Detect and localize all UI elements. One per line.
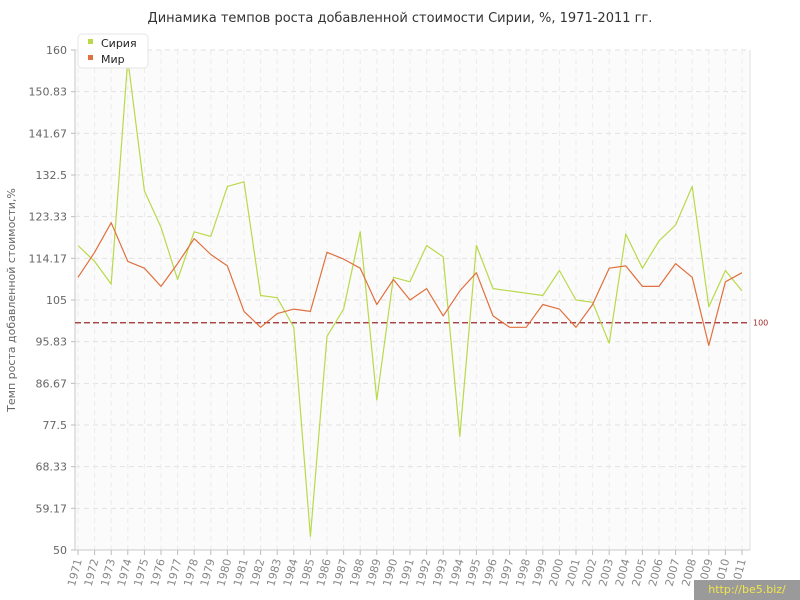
x-axis: 1971197219731974197519761977197819791980…: [65, 549, 750, 588]
legend: Сирия Мир: [77, 33, 149, 69]
legend-label-syria: Сирия: [101, 37, 137, 50]
y-tick-label: 59.17: [36, 502, 68, 515]
series-line-world: [77, 222, 743, 347]
legend-swatch-world: [88, 55, 93, 60]
legend-box: [77, 33, 149, 69]
chart-title: Динамика темпов роста добавленной стоимо…: [148, 11, 653, 26]
y-tick-label: 160: [46, 44, 67, 57]
y-tick-label: 105: [46, 294, 67, 307]
y-tick-label: 141.67: [29, 127, 68, 140]
grid-lines: [75, 49, 751, 550]
watermark: http://be5.biz/: [694, 580, 800, 600]
y-tick-label: 123.33: [29, 211, 68, 224]
reference-line-label: 100: [753, 319, 768, 328]
y-tick-label: 95.83: [36, 336, 68, 349]
series-group: [77, 58, 743, 538]
legend-label-world: Мир: [101, 53, 125, 66]
y-tick-label: 132.5: [36, 169, 68, 182]
y-tick-label: 86.67: [36, 377, 68, 390]
y-axis-label: Темп роста добавленной стоимости,%: [5, 188, 18, 413]
reference-line-group: 100: [75, 319, 768, 328]
legend-swatch-syria: [88, 39, 93, 44]
y-tick-label: 150.83: [29, 86, 68, 99]
y-tick-label: 50: [53, 544, 67, 557]
y-axis: 50 59.17 68.33 77.5 86.67 95.83 105 114.17 123.3…: [29, 44, 76, 557]
y-tick-label: 114.17: [29, 252, 68, 265]
y-tick-label: 77.5: [43, 419, 68, 432]
y-tick-label: 68.33: [36, 461, 68, 474]
